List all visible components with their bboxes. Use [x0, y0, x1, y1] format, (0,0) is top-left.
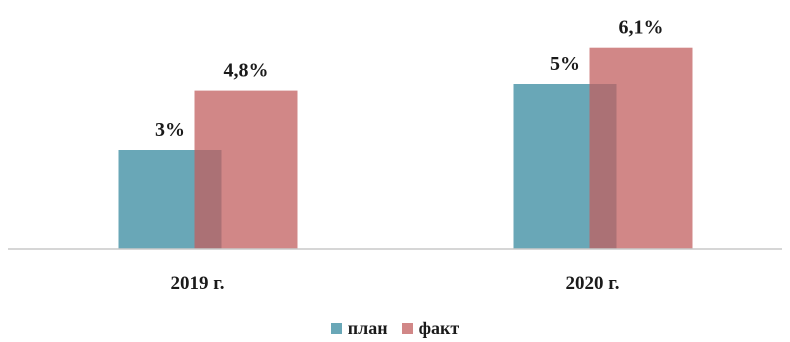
bar-chart: 3% 4,8% 2019 г. 5% 6,1% 2020 г.: [8, 17, 782, 294]
data-label-plan-0: 3%: [155, 119, 185, 141]
legend-swatch-plan: [330, 322, 342, 334]
legend-item-plan: план: [330, 317, 388, 339]
data-label-plan-1: 5%: [550, 53, 580, 75]
legend: план факт: [0, 318, 790, 338]
legend-label-fact: факт: [418, 317, 460, 338]
x-tick-label-1: 2020 г.: [566, 273, 620, 294]
bar-fact-0: [194, 90, 298, 249]
legend-swatch-fact: [401, 322, 413, 334]
legend-item-fact: факт: [401, 317, 460, 339]
data-label-fact-0: 4,8%: [224, 60, 269, 82]
bar-fact-1: [589, 47, 693, 250]
legend-label-plan: план: [347, 317, 388, 338]
x-tick-label-0: 2019 г.: [171, 273, 225, 294]
data-label-fact-1: 6,1%: [619, 17, 664, 39]
